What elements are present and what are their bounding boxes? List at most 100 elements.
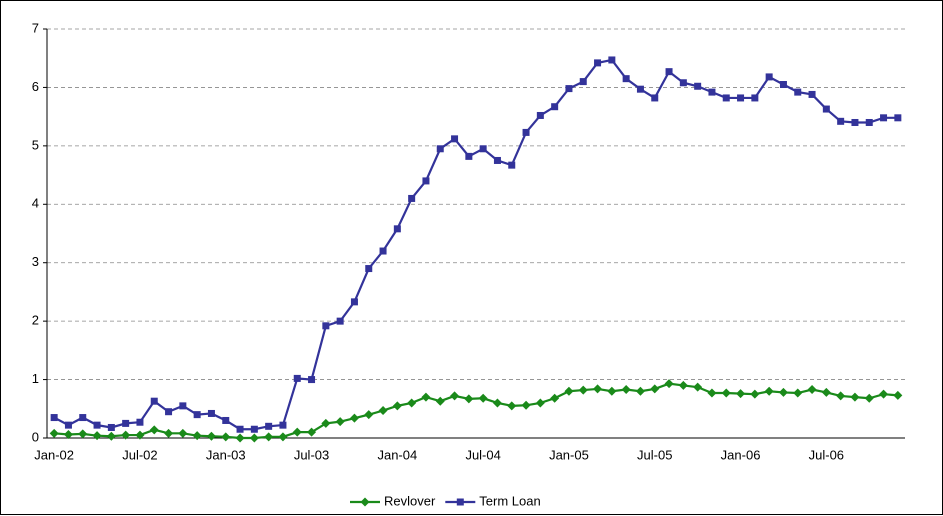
data-point	[322, 322, 330, 330]
data-point	[149, 425, 159, 435]
data-point	[478, 393, 488, 403]
data-point	[807, 385, 817, 395]
data-point	[451, 135, 459, 143]
data-point	[750, 389, 760, 399]
data-point	[479, 145, 487, 153]
data-point	[350, 298, 358, 306]
data-point	[594, 59, 602, 67]
data-point	[165, 408, 173, 416]
data-point	[664, 379, 674, 389]
data-point	[893, 390, 903, 400]
data-point	[93, 421, 101, 429]
data-point	[493, 156, 501, 164]
data-point	[578, 385, 588, 395]
data-point	[880, 114, 888, 122]
data-point	[378, 406, 388, 416]
data-point	[551, 103, 559, 111]
y-tick-label: 1	[32, 371, 39, 386]
data-point	[321, 418, 331, 428]
data-point	[751, 94, 759, 102]
data-point	[850, 392, 860, 402]
data-point	[894, 114, 902, 122]
data-point	[278, 432, 288, 442]
data-point	[492, 398, 502, 408]
y-tick-label: 4	[32, 196, 39, 211]
data-point	[250, 425, 258, 433]
data-point	[236, 425, 244, 433]
x-tick-label: Jul-04	[465, 447, 500, 462]
data-point	[122, 419, 130, 427]
data-point	[736, 389, 746, 399]
x-tick-label: Jul-03	[294, 447, 329, 462]
data-point	[879, 389, 889, 399]
data-point	[365, 265, 373, 273]
data-point	[464, 394, 474, 404]
x-tick-label: Jan-03	[206, 447, 246, 462]
x-tick-label: Jan-02	[34, 447, 74, 462]
data-point	[436, 145, 444, 153]
data-point	[535, 398, 545, 408]
data-point	[121, 430, 131, 440]
data-point	[193, 411, 201, 419]
x-tick-label: Jul-02	[122, 447, 157, 462]
legend-label: Term Loan	[479, 493, 540, 508]
data-point	[622, 75, 630, 83]
data-point	[793, 388, 803, 398]
data-point	[607, 386, 617, 396]
data-point	[336, 317, 344, 325]
y-tick-label: 6	[32, 79, 39, 94]
data-point	[694, 82, 702, 90]
data-point	[693, 382, 703, 392]
data-point	[722, 94, 730, 102]
y-tick-label: 3	[32, 254, 39, 269]
data-point	[393, 225, 401, 233]
legend-marker	[456, 498, 464, 506]
data-point	[465, 152, 473, 160]
data-point	[737, 94, 745, 102]
data-point	[293, 374, 301, 382]
data-point	[579, 78, 587, 86]
data-point	[265, 422, 273, 430]
data-point	[507, 401, 517, 411]
data-point	[307, 427, 317, 437]
data-point	[564, 386, 574, 396]
data-point	[621, 385, 631, 395]
y-tick-label: 7	[32, 20, 39, 35]
data-point	[822, 105, 830, 113]
data-point	[522, 128, 530, 136]
data-point	[335, 417, 345, 427]
data-point	[135, 430, 145, 440]
data-point	[379, 247, 387, 255]
data-point	[49, 428, 59, 438]
y-tick-label: 0	[32, 429, 39, 444]
data-point	[164, 428, 174, 438]
data-point	[179, 402, 187, 410]
data-point	[678, 380, 688, 390]
data-point	[292, 427, 302, 437]
data-point	[665, 68, 673, 76]
x-tick-label: Jan-04	[377, 447, 417, 462]
data-point	[794, 88, 802, 96]
data-point	[63, 429, 73, 439]
data-point	[521, 400, 531, 410]
data-point	[308, 376, 316, 384]
data-point	[107, 423, 115, 431]
data-point	[608, 56, 616, 64]
data-point	[192, 431, 202, 441]
data-point	[435, 396, 445, 406]
data-point	[778, 387, 788, 397]
data-point	[78, 429, 88, 439]
data-point	[837, 117, 845, 125]
data-point	[249, 433, 259, 443]
data-point	[206, 431, 216, 441]
x-tick-label: Jan-06	[721, 447, 761, 462]
data-point	[92, 431, 102, 441]
data-point	[364, 410, 374, 420]
data-point	[865, 118, 873, 126]
data-point	[136, 418, 144, 426]
data-point	[836, 391, 846, 401]
data-point	[222, 416, 230, 424]
data-point	[821, 387, 831, 397]
